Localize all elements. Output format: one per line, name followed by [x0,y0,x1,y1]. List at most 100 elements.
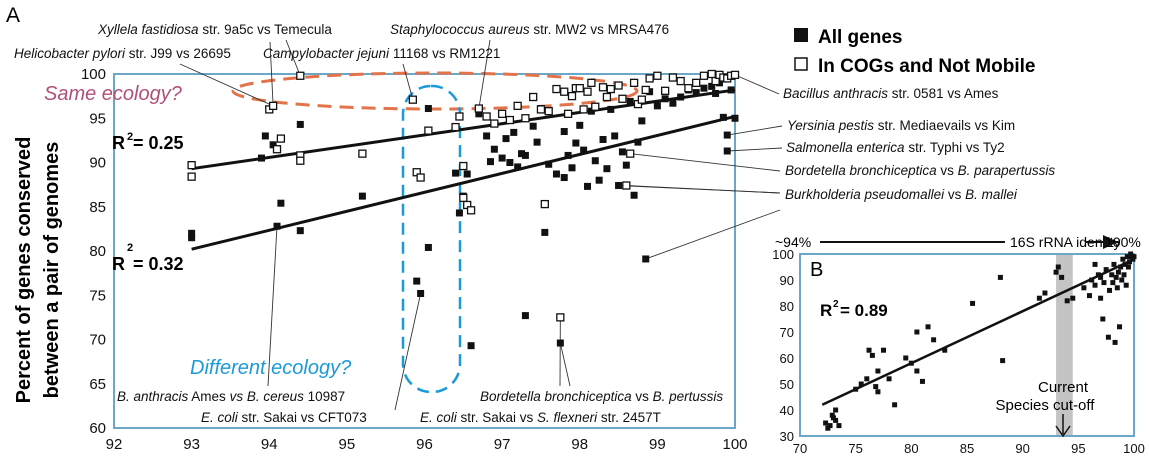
point-panel-b [1101,280,1107,286]
point-panel-b [1114,285,1120,291]
point-cogs [579,105,588,114]
point-all-genes [611,132,619,140]
point-panel-b [1092,282,1098,288]
annotation-leader-line [559,342,571,387]
point-cogs [622,181,631,190]
point-panel-b [1098,274,1104,280]
annotation-b-anthracis-cereus: B. anthracis Ames vs B. cereus 10987 [117,389,345,404]
point-all-genes [731,114,739,122]
annotation-leader-line [269,41,274,106]
point-all-genes [630,191,638,199]
point-panel-b [892,402,898,408]
point-panel-b [1115,269,1121,275]
panel-a-x-tick: 96 [416,436,433,453]
point-panel-b [827,423,833,429]
annotation-burkholderia: Burkholderia pseudomallei vs B. mallei [785,187,1018,202]
point-all-genes [277,199,285,207]
point-panel-b [1127,259,1133,265]
annotation-xylella: Xyllela fastidiosa str. 9a5c vs Temecula [97,22,332,37]
point-all-genes [576,121,584,129]
panel-a: A Percent of genes conserved between a p… [6,4,1055,453]
panel-a-x-tick: 99 [649,436,666,453]
r2-label-cogs-r: R [112,133,125,153]
panel-a-y-tick: 65 [89,376,106,393]
point-cogs [459,193,468,203]
panel-b-regression-line [821,258,1135,406]
point-panel-b [1105,334,1111,340]
annotation-leader-line [727,125,783,136]
panel-b-x-tick: 80 [904,441,918,456]
panel-b-x-tick: 85 [960,441,974,456]
panel-b-top-axis-right: 100% [1105,234,1141,250]
panel-b-y-tick: 80 [780,299,794,314]
point-panel-b [1086,293,1092,299]
point-panel-b [875,389,881,395]
r2-label-all-r: R [112,254,125,274]
point-all-genes [587,107,595,115]
point-panel-b [1042,290,1048,296]
point-panel-b [1070,295,1076,301]
point-panel-b [1119,277,1125,283]
point-cogs [268,101,278,111]
point-cogs [459,161,468,171]
annotation-leader-line [394,293,422,411]
annotation-salmonella: Salmonella enterica str. Typhi vs Ty2 [786,140,1005,155]
point-cogs [699,71,709,80]
point-cogs [544,107,553,116]
point-cogs [645,74,654,83]
panel-a-x-tick: 92 [106,436,123,453]
point-all-genes [521,312,529,320]
point-all-genes [653,102,661,110]
annotation-leader-line [267,226,278,387]
panel-b-x-tick: 100 [1123,441,1145,456]
point-all-genes [622,161,630,169]
point-all-genes [188,234,196,242]
point-panel-b [1121,272,1127,278]
point-panel-b [833,417,839,423]
panel-b-r2-exp: 2 [833,299,839,310]
panel-b-data-points [823,251,1137,431]
annotation-campylobacter: Campylobacter jejuni 11168 vs RM1221 [263,46,500,61]
point-cogs [560,87,569,96]
point-cogs [614,81,623,90]
point-cogs [660,86,670,95]
point-all-genes [560,128,568,136]
point-cogs [474,104,483,113]
point-panel-b [886,376,892,382]
point-cogs [591,102,600,111]
panel-b-y-tick: 50 [780,377,794,392]
point-all-genes [296,227,304,235]
point-panel-b [1124,254,1130,260]
panel-b-plot-area [799,253,1135,437]
point-panel-b [1109,272,1115,278]
point-all-genes [455,209,463,217]
point-panel-b [1113,274,1119,280]
point-all-genes [518,150,526,158]
legend-open-square [794,57,808,71]
point-all-genes [296,120,304,128]
panel-b-y-tick: 100 [772,247,794,262]
point-all-genes [467,342,475,350]
regression-line-all-genes [191,115,736,251]
point-all-genes [483,132,491,140]
point-panel-b [970,300,976,306]
point-all-genes [552,170,560,178]
point-all-genes [475,110,483,118]
panel-b-x-tick: 70 [793,441,807,456]
point-all-genes [723,147,731,155]
r2-label-cogs-value: = 0.25 [133,133,184,153]
panel-a-x-tick: 98 [571,436,588,453]
point-all-genes [607,105,615,113]
point-all-genes [568,164,576,172]
point-all-genes [708,82,716,90]
point-cogs [676,76,685,86]
point-cogs [668,73,678,82]
point-panel-b [823,420,829,426]
point-all-genes [591,157,599,165]
point-cogs [641,85,650,95]
panel-a-x-tick: 94 [261,436,278,453]
point-cogs [637,95,646,104]
point-panel-b [829,412,835,418]
panel-b-top-axis-arrow [1103,235,1118,249]
point-panel-b [1130,256,1136,262]
